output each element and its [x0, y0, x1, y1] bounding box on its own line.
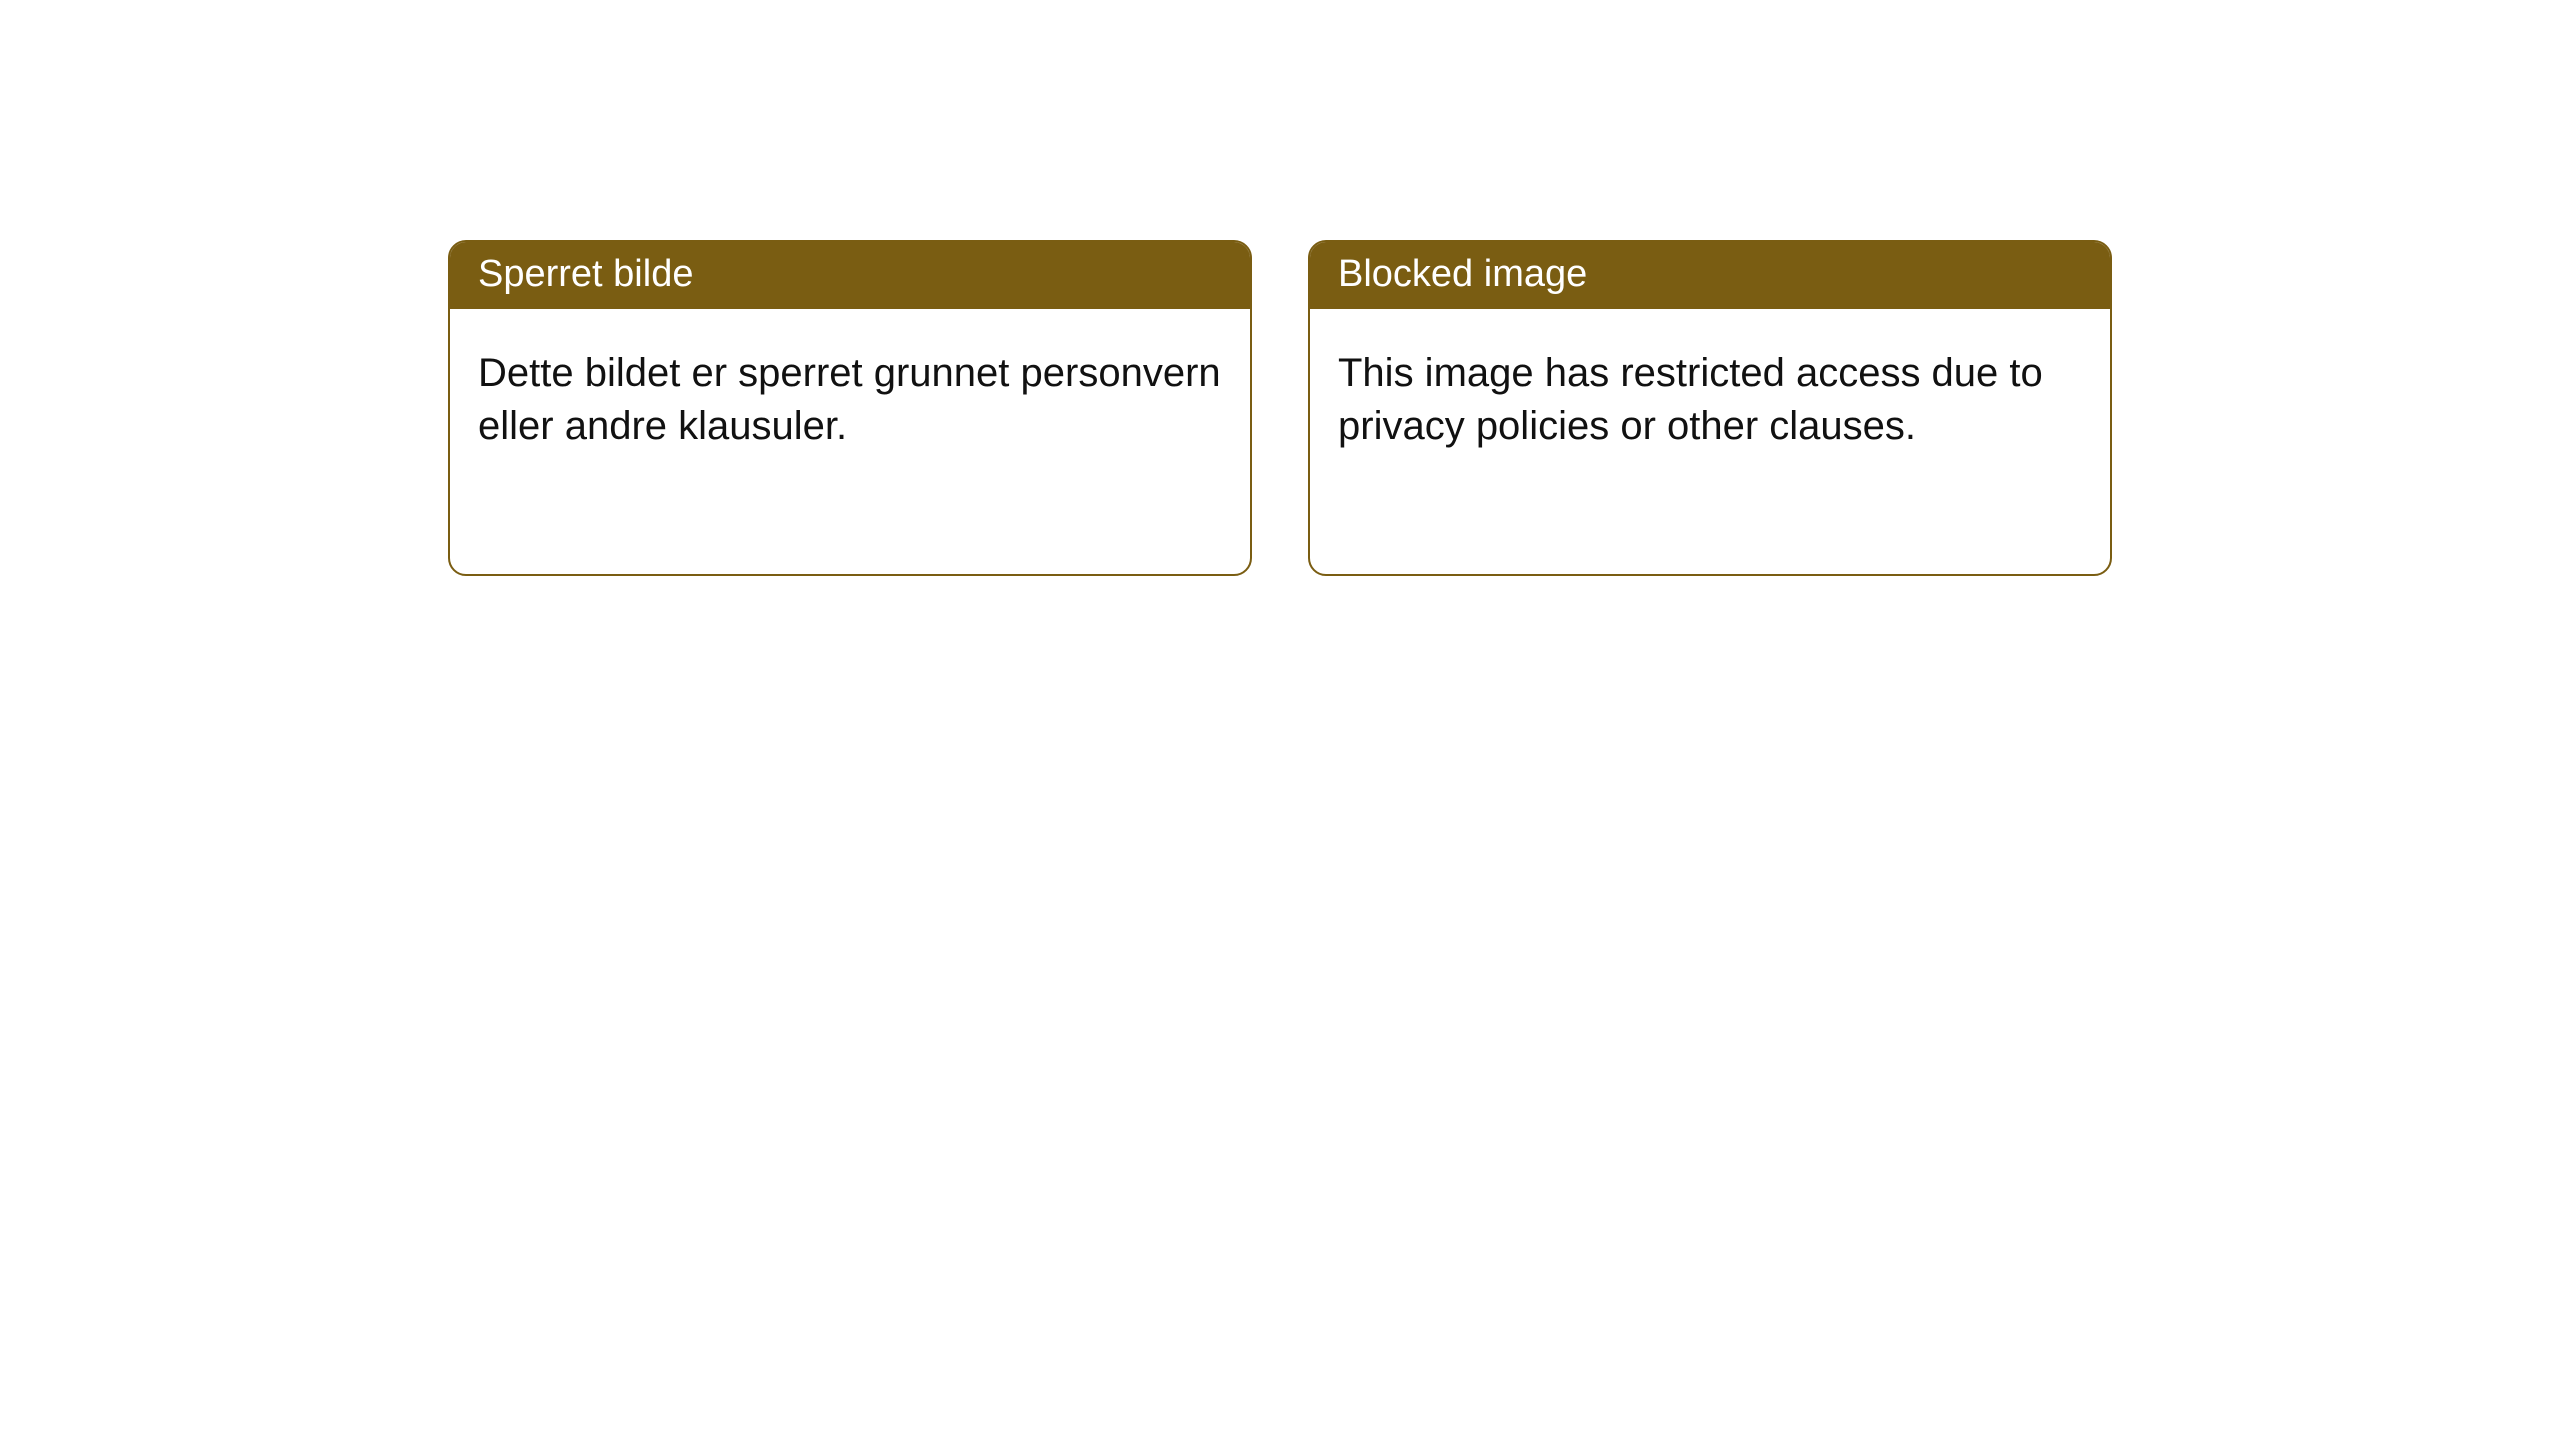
card-title-en: Blocked image — [1310, 242, 2110, 309]
blocked-image-card-en: Blocked image This image has restricted … — [1308, 240, 2112, 576]
card-body-en: This image has restricted access due to … — [1310, 309, 2110, 574]
card-body-no: Dette bildet er sperret grunnet personve… — [450, 309, 1250, 574]
notice-cards-container: Sperret bilde Dette bildet er sperret gr… — [0, 0, 2560, 576]
blocked-image-card-no: Sperret bilde Dette bildet er sperret gr… — [448, 240, 1252, 576]
card-title-no: Sperret bilde — [450, 242, 1250, 309]
